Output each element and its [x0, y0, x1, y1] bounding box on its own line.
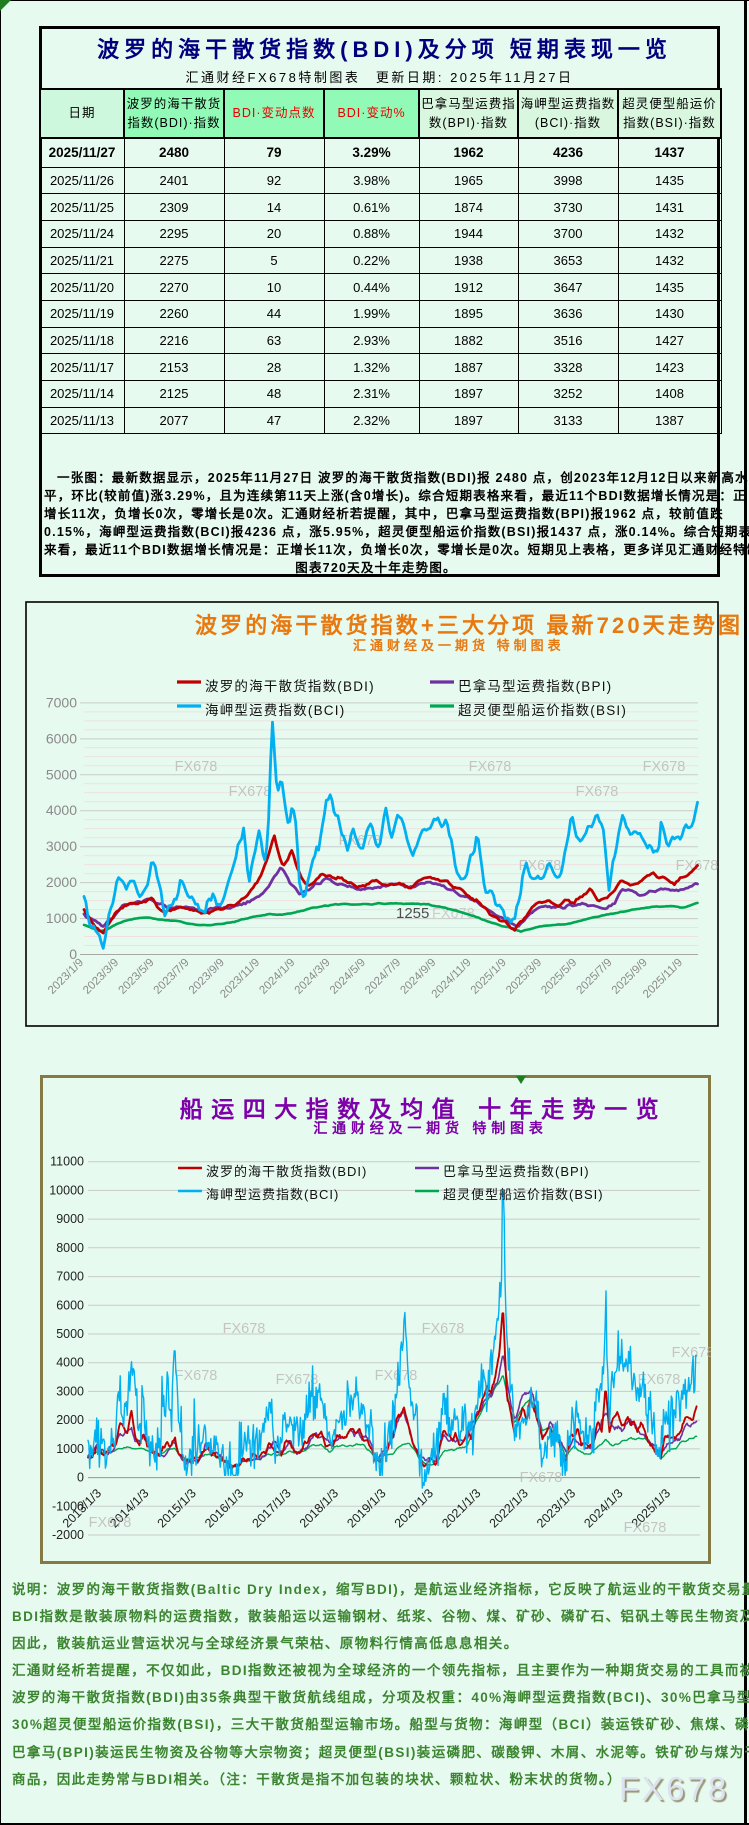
svg-text:2024/7/9: 2024/7/9 [363, 957, 403, 997]
svg-text:2025/1/9: 2025/1/9 [469, 957, 509, 997]
svg-text:2025/5/9: 2025/5/9 [539, 957, 579, 997]
svg-text:FX678: FX678 [175, 1368, 218, 1384]
svg-text:2023/1/3: 2023/1/3 [534, 1486, 578, 1530]
svg-text:0: 0 [77, 1471, 84, 1485]
svg-text:6000: 6000 [46, 730, 77, 746]
svg-text:FX678: FX678 [276, 1372, 319, 1388]
svg-text:11000: 11000 [50, 1155, 84, 1169]
svg-text:2023/3/9: 2023/3/9 [81, 957, 121, 997]
svg-text:2024/3/9: 2024/3/9 [293, 957, 333, 997]
svg-text:7000: 7000 [56, 1270, 84, 1284]
svg-text:2017/1/3: 2017/1/3 [250, 1486, 294, 1530]
svg-text:2016/1/3: 2016/1/3 [202, 1486, 246, 1530]
svg-text:FX678: FX678 [229, 784, 272, 800]
svg-text:-1000: -1000 [52, 1499, 84, 1513]
svg-text:0: 0 [69, 946, 77, 962]
svg-text:2024/1/9: 2024/1/9 [257, 957, 297, 997]
svg-text:7000: 7000 [46, 694, 77, 710]
svg-text:1000: 1000 [56, 1442, 84, 1456]
svg-text:2023/5/9: 2023/5/9 [116, 957, 156, 997]
svg-text:4000: 4000 [46, 802, 77, 818]
svg-text:5000: 5000 [46, 766, 77, 782]
svg-text:10000: 10000 [49, 1183, 84, 1197]
svg-text:9000: 9000 [56, 1212, 84, 1226]
svg-text:FX678: FX678 [520, 1470, 563, 1486]
svg-text:2022/1/3: 2022/1/3 [487, 1486, 531, 1530]
svg-text:1000: 1000 [46, 910, 77, 926]
svg-text:5000: 5000 [56, 1327, 84, 1341]
svg-text:FX678: FX678 [624, 1520, 667, 1536]
svg-text:2000: 2000 [46, 874, 77, 890]
svg-text:1255: 1255 [396, 905, 429, 922]
svg-text:FX678: FX678 [638, 1372, 681, 1388]
svg-text:2024/5/9: 2024/5/9 [328, 957, 368, 997]
svg-text:3000: 3000 [56, 1384, 84, 1398]
svg-text:2021/1/3: 2021/1/3 [439, 1486, 483, 1530]
svg-text:FX678: FX678 [432, 906, 475, 922]
svg-text:2025/3/9: 2025/3/9 [504, 957, 544, 997]
svg-text:2023/1/9: 2023/1/9 [46, 957, 86, 997]
svg-text:8000: 8000 [56, 1241, 84, 1255]
svg-text:2025/7/9: 2025/7/9 [574, 957, 614, 997]
svg-text:2000: 2000 [56, 1413, 84, 1427]
svg-text:FX678: FX678 [223, 1321, 266, 1337]
svg-text:2019/1/3: 2019/1/3 [344, 1486, 388, 1530]
svg-text:FX678: FX678 [576, 784, 619, 800]
svg-text:3000: 3000 [46, 838, 77, 854]
svg-text:FX678: FX678 [422, 1321, 465, 1337]
svg-text:2018/1/3: 2018/1/3 [297, 1486, 341, 1530]
svg-text:FX678: FX678 [672, 1345, 711, 1361]
svg-text:6000: 6000 [56, 1298, 84, 1312]
svg-text:FX678: FX678 [89, 1515, 132, 1531]
svg-text:2020/1/3: 2020/1/3 [392, 1486, 436, 1530]
svg-text:-2000: -2000 [52, 1528, 84, 1542]
svg-text:FX678: FX678 [643, 759, 686, 775]
svg-text:2023/7/9: 2023/7/9 [152, 957, 192, 997]
svg-text:2024/1/3: 2024/1/3 [581, 1486, 625, 1530]
svg-text:4000: 4000 [56, 1356, 84, 1370]
svg-text:2015/1/3: 2015/1/3 [155, 1486, 199, 1530]
svg-text:FX678: FX678 [469, 759, 512, 775]
svg-text:FX678: FX678 [175, 759, 218, 775]
svg-text:FX678: FX678 [375, 1368, 418, 1384]
